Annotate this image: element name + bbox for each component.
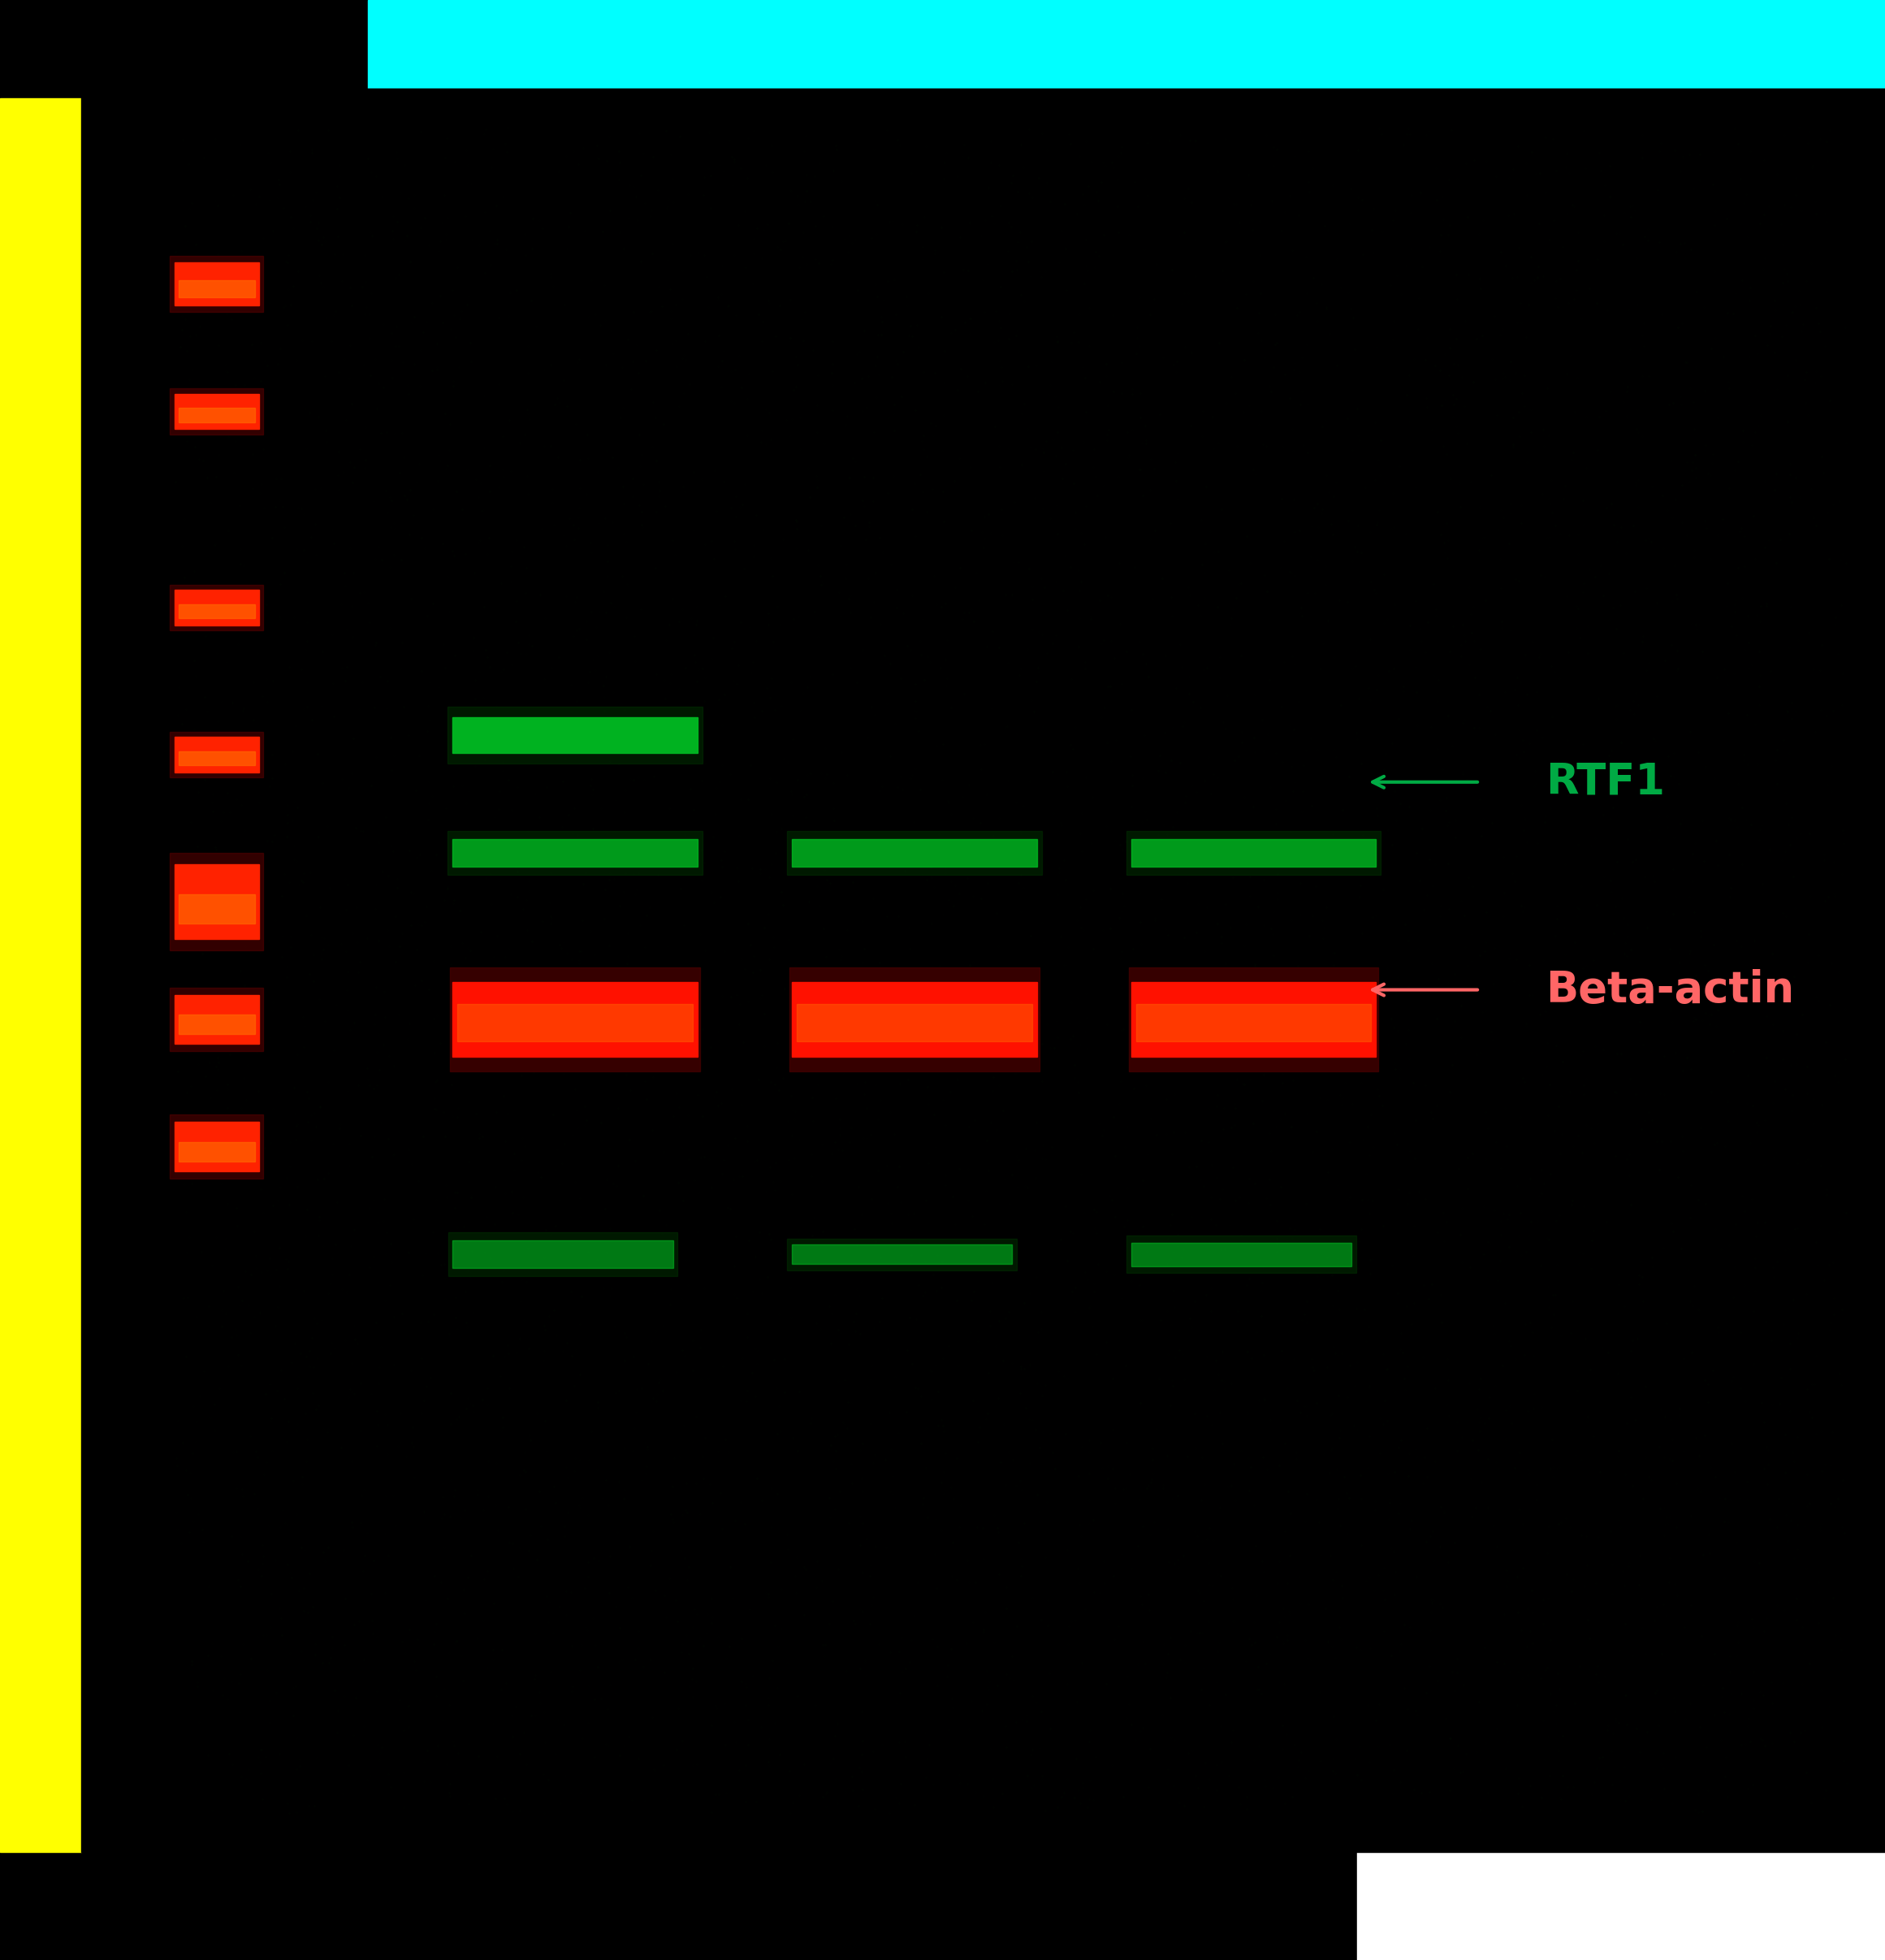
- Bar: [368, 0, 1885, 88]
- Bar: [1125, 831, 1382, 874]
- Bar: [1127, 1235, 1355, 1274]
- Bar: [451, 966, 699, 1072]
- Bar: [179, 408, 254, 421]
- Bar: [173, 737, 260, 772]
- Bar: [173, 864, 260, 939]
- Bar: [1357, 1215, 1885, 1960]
- Bar: [173, 394, 260, 429]
- Bar: [170, 584, 264, 631]
- Bar: [179, 1015, 254, 1035]
- Bar: [452, 1241, 673, 1268]
- Bar: [797, 1004, 1031, 1041]
- Bar: [792, 982, 1037, 1056]
- Bar: [447, 831, 703, 874]
- Bar: [458, 1004, 692, 1041]
- Bar: [179, 280, 254, 298]
- Bar: [179, 894, 254, 923]
- Bar: [792, 839, 1037, 866]
- Bar: [452, 717, 697, 753]
- Bar: [173, 1121, 260, 1172]
- Bar: [173, 996, 260, 1045]
- Bar: [170, 1115, 264, 1178]
- Bar: [786, 831, 1042, 874]
- Bar: [788, 1239, 1016, 1270]
- Bar: [179, 604, 254, 617]
- Bar: [1131, 982, 1376, 1056]
- Bar: [452, 982, 697, 1056]
- Bar: [0, 98, 81, 1852]
- Bar: [790, 966, 1039, 1072]
- Bar: [173, 263, 260, 306]
- Bar: [1131, 839, 1376, 866]
- Bar: [452, 839, 697, 866]
- Text: RTF1: RTF1: [1546, 760, 1664, 804]
- Bar: [170, 731, 264, 778]
- Bar: [1129, 966, 1378, 1072]
- Bar: [179, 1141, 254, 1160]
- Bar: [447, 708, 703, 762]
- Bar: [792, 1245, 1012, 1264]
- Bar: [170, 853, 264, 951]
- Bar: [449, 1233, 677, 1276]
- Bar: [170, 257, 264, 312]
- Bar: [170, 988, 264, 1051]
- Bar: [1137, 1004, 1370, 1041]
- Bar: [179, 751, 254, 764]
- Bar: [173, 590, 260, 625]
- Text: Beta-actin: Beta-actin: [1546, 968, 1795, 1011]
- Bar: [1131, 1243, 1352, 1266]
- Bar: [170, 388, 264, 435]
